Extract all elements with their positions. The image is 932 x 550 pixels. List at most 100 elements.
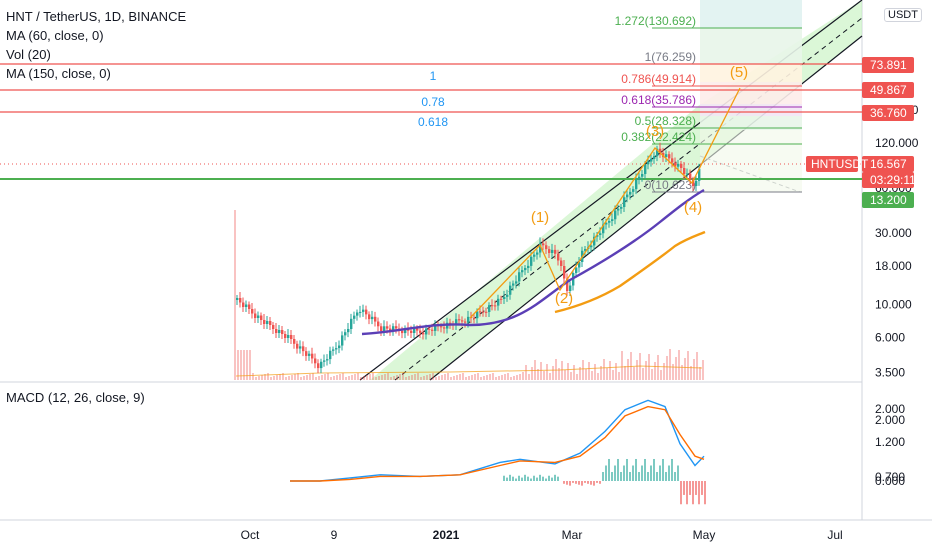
macd-histogram-bar: [692, 481, 694, 505]
volume-bar: [537, 369, 539, 380]
volume-bar: [375, 377, 377, 380]
volume-bar: [666, 356, 668, 380]
volume-bar: [459, 374, 461, 380]
volume-bar: [507, 373, 509, 380]
candle-body: [551, 249, 554, 253]
macd-histogram-bar: [587, 481, 589, 484]
price-tag-label: 36.760: [870, 106, 907, 120]
candle-body: [335, 348, 338, 350]
candle-body: [641, 174, 644, 177]
candle-body: [275, 329, 278, 333]
volume-bar: [660, 370, 662, 380]
volume-bar: [429, 374, 431, 380]
macd-histogram-bar: [641, 465, 643, 481]
macd-histogram-bar: [569, 481, 571, 486]
candle-body: [626, 194, 629, 198]
candle-body: [689, 173, 692, 180]
volume-bar: [336, 375, 338, 380]
volume-bar: [444, 374, 446, 380]
candle-body: [665, 154, 668, 158]
candle-body: [395, 326, 398, 329]
volume-bar: [474, 374, 476, 380]
candle-body: [323, 360, 326, 362]
fib-zone-618: [700, 104, 802, 116]
candle-body: [278, 330, 281, 333]
candle-body: [425, 328, 428, 335]
macd-layer: [290, 399, 706, 505]
candle-body: [362, 309, 365, 312]
macd-histogram-bar: [674, 472, 676, 481]
candle-body: [377, 321, 380, 327]
candle-body: [653, 156, 656, 159]
price-tag: [862, 156, 914, 172]
candle-body: [620, 207, 623, 209]
candle-body: [416, 328, 419, 331]
candle-body: [248, 304, 251, 309]
volume-bar: [324, 374, 326, 380]
volume-bar: [396, 375, 398, 380]
signal-line: [290, 405, 705, 482]
volume-bar: [531, 367, 533, 380]
candle-body: [488, 305, 491, 312]
candle-body: [677, 163, 680, 167]
volume-bar: [471, 375, 473, 380]
wave-label: (1): [531, 209, 549, 226]
price-tag-label: 49.867: [870, 83, 907, 97]
volume-bar: [495, 377, 497, 380]
price-tick-label: 120.000: [875, 136, 919, 150]
fib-level-label: 1(76.259): [645, 50, 696, 64]
volume-bar: [627, 359, 629, 380]
volume-bar: [693, 359, 695, 380]
macd-histogram-bar: [626, 458, 628, 481]
volume-bar: [564, 370, 566, 380]
macd-histogram-bar: [566, 481, 568, 485]
price-tick-label: 2.000: [875, 402, 905, 416]
candle-body: [320, 361, 323, 369]
volume-bar: [558, 368, 560, 380]
volume-bar: [621, 351, 623, 380]
macd-histogram-bar: [665, 472, 667, 481]
candle-body: [575, 267, 578, 273]
candle-body: [557, 253, 560, 261]
volume-bar: [363, 376, 365, 380]
volume-bar: [366, 375, 368, 380]
macd-histogram-bar: [536, 477, 538, 481]
legend-vol: Vol (20): [6, 47, 51, 62]
macd-histogram-bar: [524, 474, 526, 481]
volume-bar: [498, 376, 500, 380]
fib-level-label: 0.618(35.786): [621, 93, 696, 107]
volume-bar: [339, 374, 341, 380]
candle-body: [647, 161, 650, 165]
volume-bar: [381, 375, 383, 380]
macd-histogram-bar: [590, 481, 592, 485]
volume-bar: [597, 373, 599, 380]
macd-histogram-bar: [563, 481, 565, 484]
candle-body: [368, 314, 371, 320]
candle-body: [386, 326, 389, 329]
price-tick-label: 1.200: [875, 435, 905, 449]
macd-histogram-bar: [518, 475, 520, 481]
macd-histogram-bar: [584, 481, 586, 483]
volume-bar: [561, 361, 563, 380]
candle-body: [311, 353, 314, 359]
volume-bar: [390, 377, 392, 380]
candle-body: [497, 298, 500, 306]
candle-body: [344, 332, 347, 336]
volume-bar: [252, 373, 254, 380]
macd-histogram-bar: [512, 476, 514, 481]
candle-body: [563, 266, 566, 279]
volume-bar: [588, 362, 590, 380]
candle-body: [527, 265, 530, 268]
volume-bar: [318, 376, 320, 380]
fib-side-label: 1: [430, 69, 437, 83]
currency-button[interactable]: USDT: [884, 8, 922, 22]
volume-bar: [405, 377, 407, 380]
volume-bar: [255, 377, 257, 380]
candle-body: [341, 335, 344, 346]
volume-bar: [246, 350, 248, 380]
macd-histogram-bar: [656, 472, 658, 481]
volume-bar: [528, 374, 530, 380]
macd-histogram-bar: [653, 458, 655, 481]
